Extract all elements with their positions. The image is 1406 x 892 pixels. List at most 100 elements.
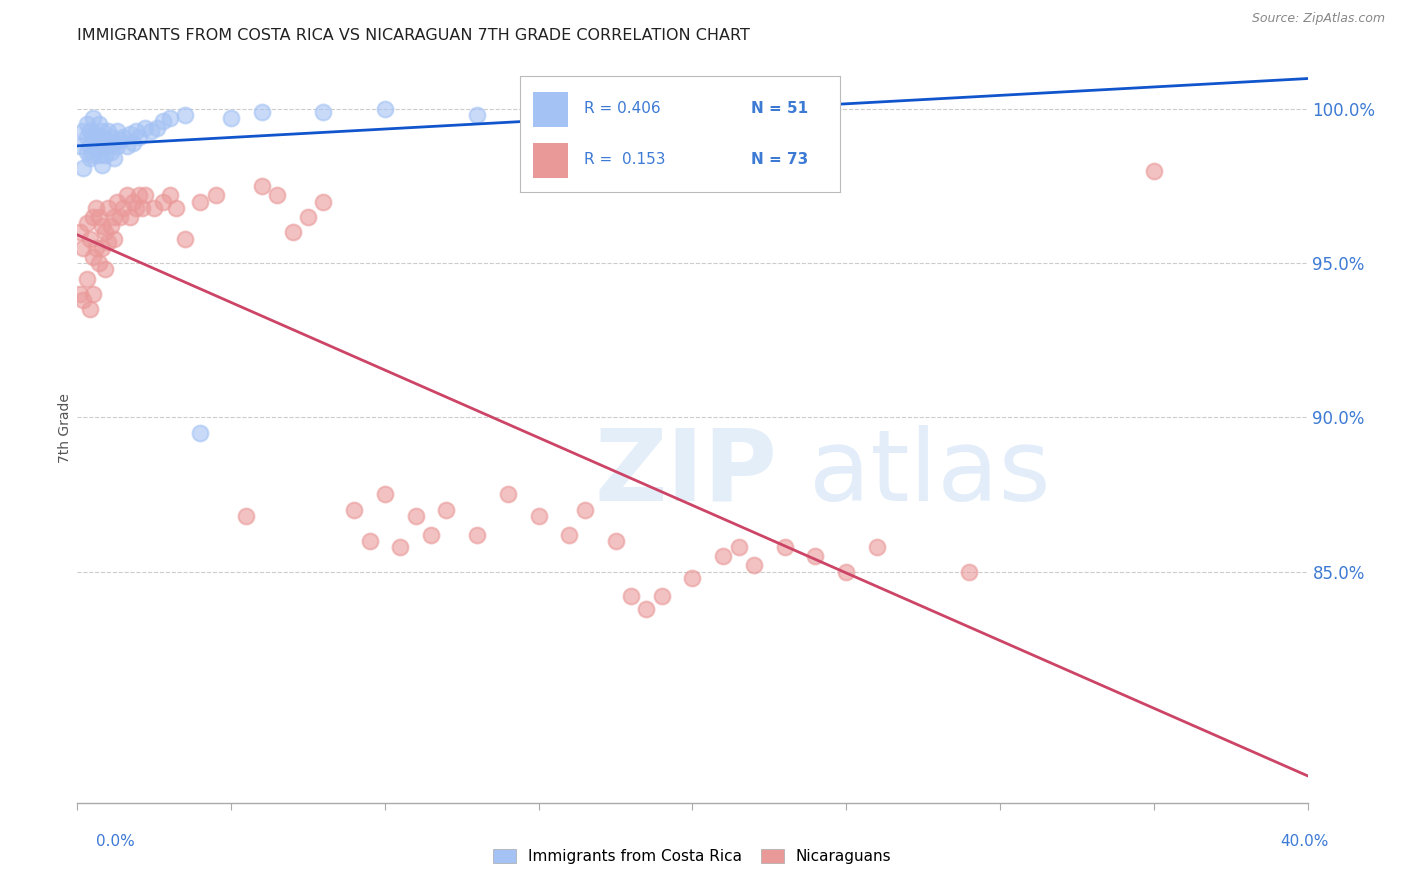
Point xyxy=(72,161,94,175)
Point xyxy=(76,118,98,132)
Point xyxy=(159,112,181,126)
Text: ZIP: ZIP xyxy=(595,425,778,522)
Point xyxy=(79,152,101,166)
Point xyxy=(72,293,94,308)
Point xyxy=(110,133,132,147)
Point xyxy=(105,123,128,137)
Text: IMMIGRANTS FROM COSTA RICA VS NICARAGUAN 7TH GRADE CORRELATION CHART: IMMIGRANTS FROM COSTA RICA VS NICARAGUAN… xyxy=(77,28,751,43)
Point xyxy=(312,194,335,209)
Point xyxy=(143,201,166,215)
Text: 40.0%: 40.0% xyxy=(1281,834,1329,848)
Point xyxy=(90,123,114,137)
Point xyxy=(72,241,94,255)
Text: atlas: atlas xyxy=(810,425,1050,522)
Point xyxy=(103,210,125,224)
Point xyxy=(79,302,101,317)
Point xyxy=(436,503,458,517)
Point xyxy=(79,231,101,245)
Point xyxy=(266,188,288,202)
Point xyxy=(1143,163,1166,178)
Point xyxy=(297,210,319,224)
Point xyxy=(82,287,104,301)
Point xyxy=(389,540,412,554)
Point xyxy=(87,133,110,147)
Point xyxy=(773,102,796,116)
Point xyxy=(496,487,519,501)
Point xyxy=(112,129,135,144)
Point xyxy=(76,271,98,285)
Point xyxy=(103,136,125,150)
Point xyxy=(94,262,117,277)
Point xyxy=(804,549,827,563)
Point xyxy=(84,127,107,141)
Point xyxy=(97,235,120,249)
Point xyxy=(82,210,104,224)
Text: 0.0%: 0.0% xyxy=(96,834,135,848)
Point xyxy=(76,145,98,160)
Point xyxy=(727,540,749,554)
Point xyxy=(773,540,796,554)
Point xyxy=(115,139,138,153)
Point xyxy=(97,139,120,153)
Point xyxy=(82,129,104,144)
Point xyxy=(87,148,110,162)
Point xyxy=(866,540,889,554)
Point xyxy=(125,201,148,215)
Point xyxy=(82,148,104,162)
Point xyxy=(100,129,122,144)
Point xyxy=(636,601,658,615)
Y-axis label: 7th Grade: 7th Grade xyxy=(58,393,72,463)
Point xyxy=(188,194,212,209)
Point xyxy=(90,157,114,171)
Point xyxy=(128,188,150,202)
Text: Source: ZipAtlas.com: Source: ZipAtlas.com xyxy=(1251,12,1385,25)
Point xyxy=(105,194,128,209)
Point xyxy=(84,142,107,156)
Point xyxy=(90,219,114,234)
Point xyxy=(97,123,120,137)
Point xyxy=(235,509,257,524)
Point xyxy=(82,250,104,264)
Point xyxy=(174,231,197,245)
Point xyxy=(281,225,304,239)
Point xyxy=(105,139,128,153)
Point xyxy=(420,527,443,541)
Point xyxy=(174,108,197,122)
Point xyxy=(250,105,273,120)
Point xyxy=(76,129,98,144)
Point xyxy=(76,216,98,230)
Point xyxy=(620,589,643,603)
Point xyxy=(374,487,396,501)
Point xyxy=(957,565,980,579)
Point xyxy=(90,139,114,153)
Point xyxy=(121,194,143,209)
Point xyxy=(82,112,104,126)
Point xyxy=(69,225,91,239)
Point xyxy=(152,194,174,209)
Point xyxy=(69,139,91,153)
Point xyxy=(121,136,143,150)
Point xyxy=(146,120,169,135)
Point xyxy=(165,201,187,215)
Point xyxy=(118,210,141,224)
Point xyxy=(90,241,114,255)
Point xyxy=(374,102,396,116)
Legend: Immigrants from Costa Rica, Nicaraguans: Immigrants from Costa Rica, Nicaraguans xyxy=(488,843,897,870)
Point xyxy=(100,145,122,160)
Point xyxy=(204,188,226,202)
Point xyxy=(87,256,110,270)
Point xyxy=(134,120,156,135)
Point xyxy=(312,105,335,120)
Point xyxy=(141,123,163,137)
Point xyxy=(343,503,366,517)
Point xyxy=(115,188,138,202)
Point xyxy=(605,533,627,548)
Point xyxy=(651,589,673,603)
Point xyxy=(465,108,488,122)
Point xyxy=(250,179,273,194)
Point xyxy=(359,533,381,548)
Point xyxy=(558,105,581,120)
Point xyxy=(103,231,125,245)
Point xyxy=(100,219,122,234)
Point xyxy=(110,210,132,224)
